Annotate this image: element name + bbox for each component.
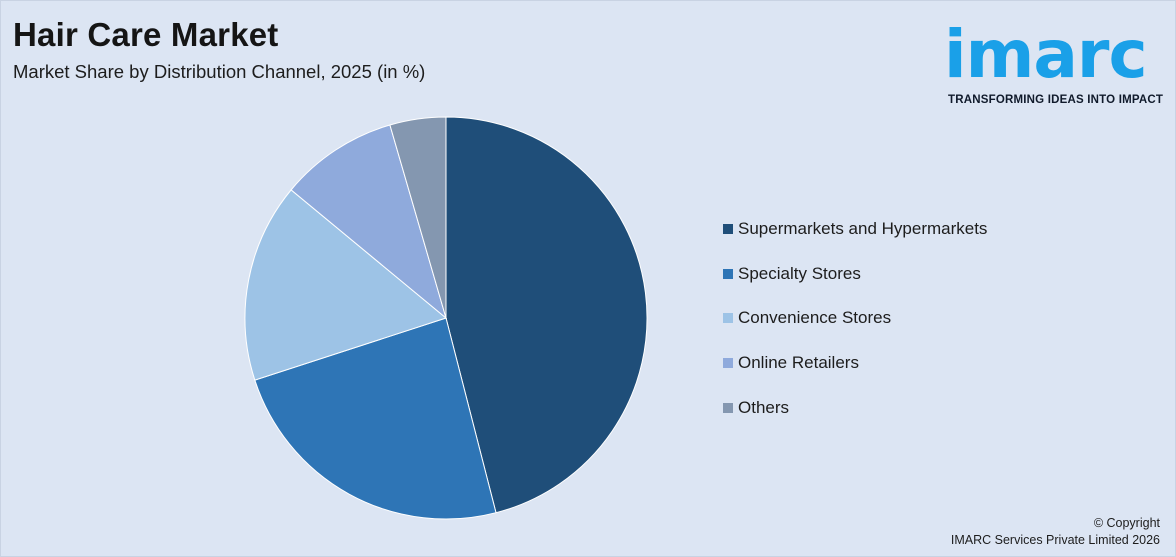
- legend-swatch: [723, 313, 733, 324]
- logo-wordmark: imarc: [944, 16, 1148, 93]
- legend-item: Supermarkets and Hypermarkets: [723, 207, 987, 252]
- chart-legend: Supermarkets and Hypermarkets Specialty S…: [723, 207, 987, 430]
- logo-tagline: TRANSFORMING IDEAS INTO IMPACT: [948, 94, 1164, 106]
- legend-swatch: [723, 224, 733, 235]
- copyright-line: © Copyright: [1093, 516, 1160, 530]
- legend-item: Online Retailers: [723, 341, 987, 386]
- legend-swatch: [723, 358, 733, 369]
- legend-label: Specialty Stores: [738, 263, 861, 283]
- pie-slice-others: [389, 116, 447, 319]
- legend-label: Convenience Stores: [738, 308, 892, 328]
- pie-slice-specialty-stores: [254, 317, 497, 520]
- legend-swatch: [723, 268, 733, 279]
- chart-title: Hair Care Market: [13, 16, 279, 53]
- legend-item: Specialty Stores: [723, 252, 987, 297]
- pie-slices: [244, 116, 648, 520]
- copyright-company: IMARC Services Private Limited 2026: [950, 533, 1160, 547]
- legend-label: Supermarkets and Hypermarkets: [738, 219, 988, 239]
- pie-slice-supermarkets-and-hypermarkets: [445, 116, 648, 514]
- copyright-notice: © Copyright IMARC Services Private Limit…: [951, 515, 1160, 549]
- legend-label: Online Retailers: [738, 353, 859, 373]
- pie-slice-online-retailers: [290, 124, 447, 320]
- chart-subtitle: Market Share by Distribution Channel, 20…: [13, 61, 426, 82]
- legend-item: Convenience Stores: [723, 296, 987, 341]
- legend-label: Others: [738, 397, 790, 417]
- imarc-logo: imarc TRANSFORMING IDEAS INTO IMPACT: [944, 10, 1172, 110]
- pie-slice-convenience-stores: [244, 189, 448, 381]
- legend-item: Others: [723, 385, 987, 430]
- legend-swatch: [723, 402, 733, 413]
